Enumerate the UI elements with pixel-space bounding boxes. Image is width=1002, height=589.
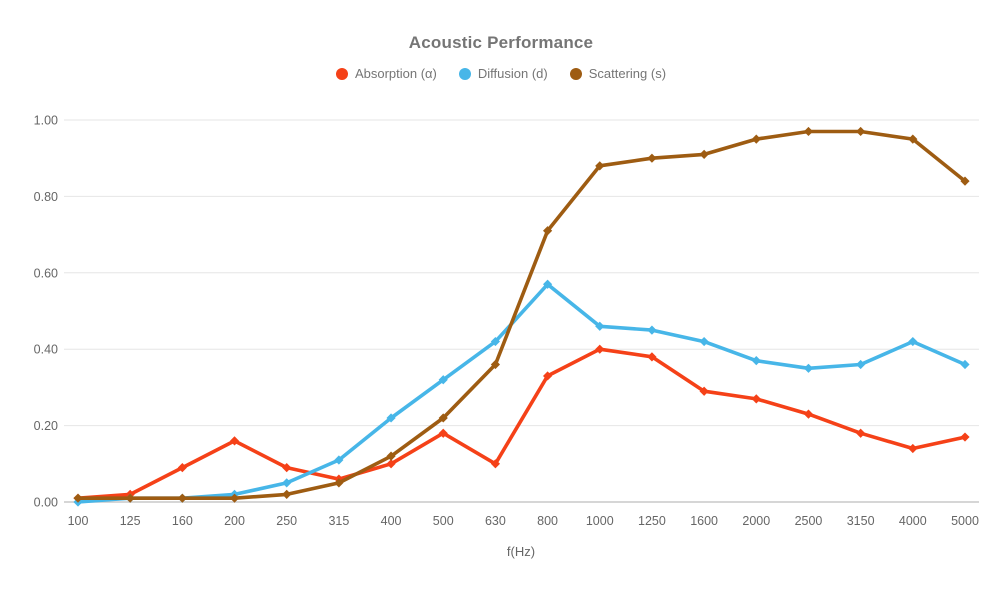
x-tick-label: 500 [433,514,454,528]
data-point-absorption [438,428,448,438]
data-point-absorption [699,386,709,396]
data-point-absorption [229,436,240,446]
data-point-scattering-s [647,153,657,163]
data-point-diffusion-d [803,363,814,373]
data-point-scattering-s [595,161,605,171]
data-point-absorption [803,409,814,419]
series-line-scattering-s [76,129,967,500]
data-point-diffusion-d [282,478,292,488]
series-layer [73,126,970,507]
legend-marker-absorption [335,67,348,80]
data-point-absorption [751,394,761,404]
series-diffusion-d [73,279,970,507]
x-tick-label: 100 [68,514,89,528]
x-tick-label: 800 [537,514,558,528]
legend-marker-scattering-s [569,67,582,80]
legend-item-absorption[interactable]: Absorption (α) [335,66,437,81]
chart-title: Acoustic Performance [408,33,594,52]
y-tick-label: 0.40 [34,343,58,357]
data-point-absorption [595,344,605,354]
data-point-scattering-s [856,126,866,137]
gridlines [64,119,979,503]
x-tick-label: 5000 [951,514,979,528]
x-tick-label: 1600 [690,514,718,528]
data-point-diffusion-d [542,279,553,289]
x-tick-label: 315 [328,514,349,528]
series-line-absorption [76,347,967,500]
x-tick-label: 2000 [742,514,770,528]
data-point-scattering-s [699,149,709,159]
series-absorption [73,344,970,503]
y-tick-label: 1.00 [34,114,58,128]
data-point-absorption [908,443,918,454]
data-point-absorption [542,371,553,381]
legend-item-scattering-s[interactable]: Scattering (s) [569,66,667,81]
data-point-absorption [647,352,657,362]
series-line-diffusion-d [76,282,967,504]
data-point-diffusion-d [386,413,396,423]
data-point-scattering-s [542,226,553,236]
data-point-scattering-s [386,451,396,461]
data-point-diffusion-d [960,359,970,370]
data-point-diffusion-d [856,359,866,370]
data-point-scattering-s [960,176,970,186]
chart-legend: Absorption (α) Diffusion (d) Scattering (s… [0,66,1002,81]
y-tick-label: 0.80 [34,190,58,204]
legend-item-diffusion-d[interactable]: Diffusion (d) [458,66,548,81]
data-point-scattering-s [177,493,187,503]
x-tick-label: 4000 [899,514,927,528]
x-tick-label: 400 [381,514,402,528]
x-axis-title: f(Hz) [506,544,536,559]
data-point-absorption [856,428,866,438]
data-point-scattering-s [125,493,135,503]
x-axis-tick-labels: 100 125 160 200 250 315 400 500 630 800 1000 1250 16… [68,514,979,528]
data-point-diffusion-d [699,336,709,347]
data-point-scattering-s [803,126,814,137]
data-point-diffusion-d [595,321,605,331]
y-axis-tick-labels: 0.00 0.20 0.40 0.60 0.80 1.00 [34,114,58,510]
y-tick-label: 0.00 [34,496,58,510]
y-tick-label: 0.20 [34,419,58,433]
data-point-absorption [282,463,292,473]
legend-label: Scattering (s) [588,66,667,81]
data-point-scattering-s [908,134,918,144]
data-point-absorption [490,459,501,469]
legend-marker-diffusion-d [458,67,471,80]
data-point-scattering-s [282,489,292,499]
data-point-diffusion-d [751,356,761,366]
data-point-diffusion-d [334,455,344,465]
x-tick-label: 125 [120,514,141,528]
series-scattering-s [73,126,970,503]
x-tick-label: 1250 [638,514,666,528]
y-tick-label: 0.60 [34,266,58,280]
x-tick-label: 1000 [586,514,614,528]
data-point-scattering-s [73,493,83,503]
data-point-diffusion-d [647,325,657,335]
data-point-scattering-s [229,493,240,503]
data-point-absorption [177,463,187,473]
data-point-absorption [960,432,970,442]
x-tick-label: 3150 [847,514,875,528]
x-tick-label: 160 [172,514,193,528]
x-tick-label: 200 [224,514,245,528]
data-point-absorption [386,459,396,469]
x-tick-label: 2500 [795,514,823,528]
legend-label: Diffusion (d) [477,66,548,81]
x-tick-label: 630 [485,514,506,528]
data-point-diffusion-d [490,336,501,347]
data-point-scattering-s [490,359,501,370]
legend-label: Absorption (α) [354,66,437,81]
x-tick-label: 250 [276,514,297,528]
data-point-diffusion-d [908,336,918,347]
data-point-scattering-s [751,134,761,144]
data-point-diffusion-d [438,375,448,385]
data-point-scattering-s [334,478,344,488]
data-point-scattering-s [438,413,448,423]
